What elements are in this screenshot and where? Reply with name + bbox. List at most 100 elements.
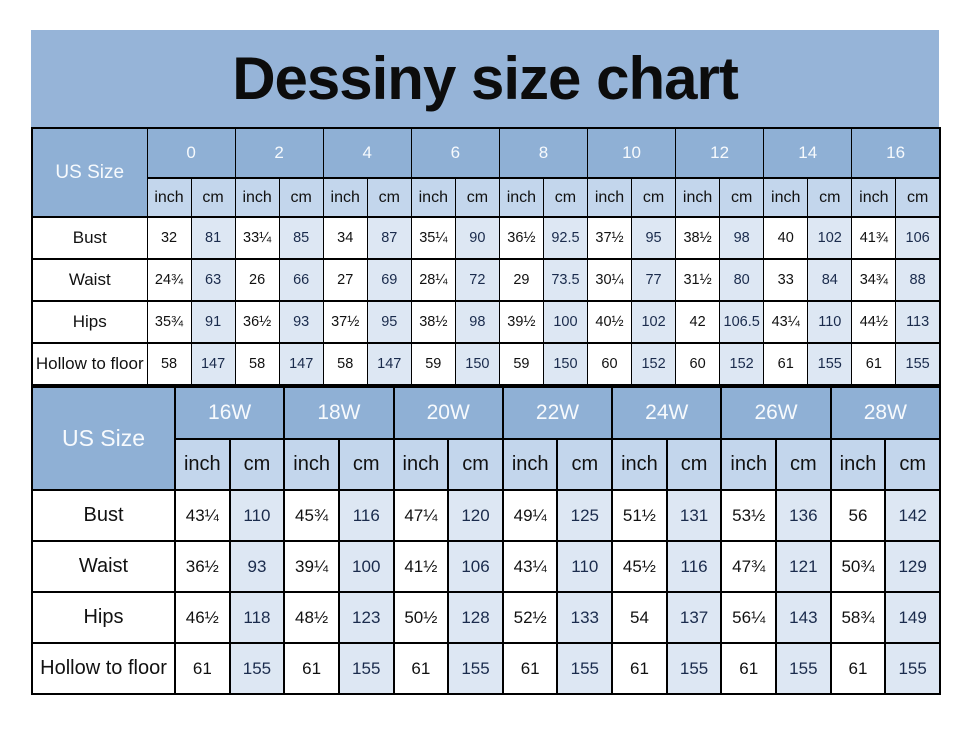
size-column-header: 28W [829,386,941,440]
inch-value-cell: 33 [763,258,809,302]
cm-value-cell: 133 [556,591,614,644]
inch-value-cell: 61 [829,642,887,695]
cm-value-cell: 100 [542,300,588,344]
inch-unit-header: inch [146,177,192,218]
cm-value-cell: 106 [447,540,504,593]
inch-value-cell: 40 [763,216,809,260]
inch-unit-header: inch [611,438,668,491]
cm-value-cell: 90 [454,216,500,260]
cm-unit-header: cm [556,438,614,491]
cm-value-cell: 102 [807,216,853,260]
inch-value-cell: 61 [174,642,231,695]
inch-unit-header: inch [675,177,721,218]
inch-unit-header: inch [392,438,450,491]
inch-unit-header: inch [410,177,456,218]
inch-value-cell: 61 [501,642,559,695]
cm-unit-header: cm [631,177,677,218]
cm-value-cell: 155 [556,642,614,695]
inch-value-cell: 36½ [234,300,280,344]
inch-unit-header: inch [720,438,778,491]
inch-value-cell: 58¾ [829,591,887,644]
cm-value-cell: 149 [884,591,941,644]
cm-value-cell: 88 [895,258,941,302]
inch-value-cell: 49¼ [501,489,559,542]
size-column-header: 4 [322,127,412,179]
inch-value-cell: 47¾ [720,540,778,593]
inch-value-cell: 28¼ [410,258,456,302]
inch-value-cell: 61 [763,342,809,386]
cm-value-cell: 63 [190,258,236,302]
cm-value-cell: 80 [719,258,765,302]
inch-value-cell: 37½ [322,300,368,344]
cm-value-cell: 136 [775,489,832,542]
inch-value-cell: 56 [829,489,887,542]
cm-value-cell: 77 [631,258,677,302]
cm-unit-header: cm [665,438,723,491]
row-label: Hollow to floor [31,342,148,386]
cm-value-cell: 73.5 [542,258,588,302]
cm-value-cell: 121 [775,540,832,593]
size-column-header: 22W [501,386,614,440]
cm-value-cell: 98 [454,300,500,344]
inch-value-cell: 60 [586,342,633,386]
cm-value-cell: 92.5 [542,216,588,260]
cm-value-cell: 155 [665,642,723,695]
inch-value-cell: 60 [675,342,721,386]
cm-value-cell: 147 [278,342,324,386]
cm-unit-header: cm [447,438,504,491]
cm-value-cell: 110 [807,300,853,344]
inch-value-cell: 43¼ [763,300,809,344]
inch-value-cell: 47¼ [392,489,450,542]
us-size-corner-header: US Size [31,127,148,218]
standard-size-table-container: US Size 0 2 4 6 8 10 12 14 16 inch cm inch cm inch cm in… [31,127,941,386]
cm-value-cell: 72 [454,258,500,302]
inch-value-cell: 27 [322,258,368,302]
cm-value-cell: 102 [631,300,677,344]
cm-value-cell: 110 [556,540,614,593]
cm-value-cell: 87 [366,216,412,260]
cm-unit-header: cm [190,177,236,218]
size-column-header: 24W [611,386,723,440]
cm-unit-header: cm [454,177,500,218]
size-column-header: 0 [146,127,236,179]
cm-value-cell: 150 [542,342,588,386]
cm-value-cell: 142 [884,489,941,542]
inch-value-cell: 24¾ [146,258,192,302]
cm-unit-header: cm [337,438,395,491]
size-column-header: 18W [283,386,395,440]
plus-size-table-container: US Size 16W 18W 20W 22W 24W 26W 28W inch cm inch cm… [31,386,941,695]
measurement-row: Hollow to floor 58 147 58 147 58 147 59 150 59 150… [31,342,941,386]
cm-value-cell: 113 [895,300,941,344]
plus-sizes-table: US Size 16W 18W 20W 22W 24W 26W 28W inch cm inch cm… [31,386,941,695]
size-column-header: 26W [720,386,832,440]
inch-value-cell: 35¾ [146,300,192,344]
cm-value-cell: 155 [775,642,832,695]
cm-unit-header: cm [719,177,765,218]
inch-value-cell: 34¾ [851,258,897,302]
cm-value-cell: 98 [719,216,765,260]
inch-value-cell: 48½ [283,591,340,644]
us-size-corner-header: US Size [31,386,176,491]
cm-value-cell: 123 [337,591,395,644]
cm-value-cell: 155 [807,342,853,386]
inch-value-cell: 61 [851,342,897,386]
inch-value-cell: 45¾ [283,489,340,542]
inch-unit-header: inch [829,438,887,491]
cm-value-cell: 66 [278,258,324,302]
cm-value-cell: 147 [366,342,412,386]
inch-value-cell: 40½ [586,300,633,344]
inch-value-cell: 29 [498,258,544,302]
measurement-row: Hollow to floor 61 155 61 155 61 155 61 155 61 155… [31,642,941,695]
inch-value-cell: 45½ [611,540,668,593]
cm-value-cell: 91 [190,300,236,344]
inch-value-cell: 61 [720,642,778,695]
cm-value-cell: 84 [807,258,853,302]
inch-value-cell: 59 [498,342,544,386]
measurement-row: Bust 43¼ 110 45¾ 116 47¼ 120 49¼ 125 51½ 131 53½ 136… [31,489,941,542]
cm-value-cell: 152 [719,342,765,386]
size-column-header: 6 [410,127,500,179]
cm-value-cell: 116 [665,540,723,593]
size-column-header: 14 [763,127,853,179]
inch-value-cell: 58 [234,342,280,386]
cm-unit-header: cm [228,438,286,491]
